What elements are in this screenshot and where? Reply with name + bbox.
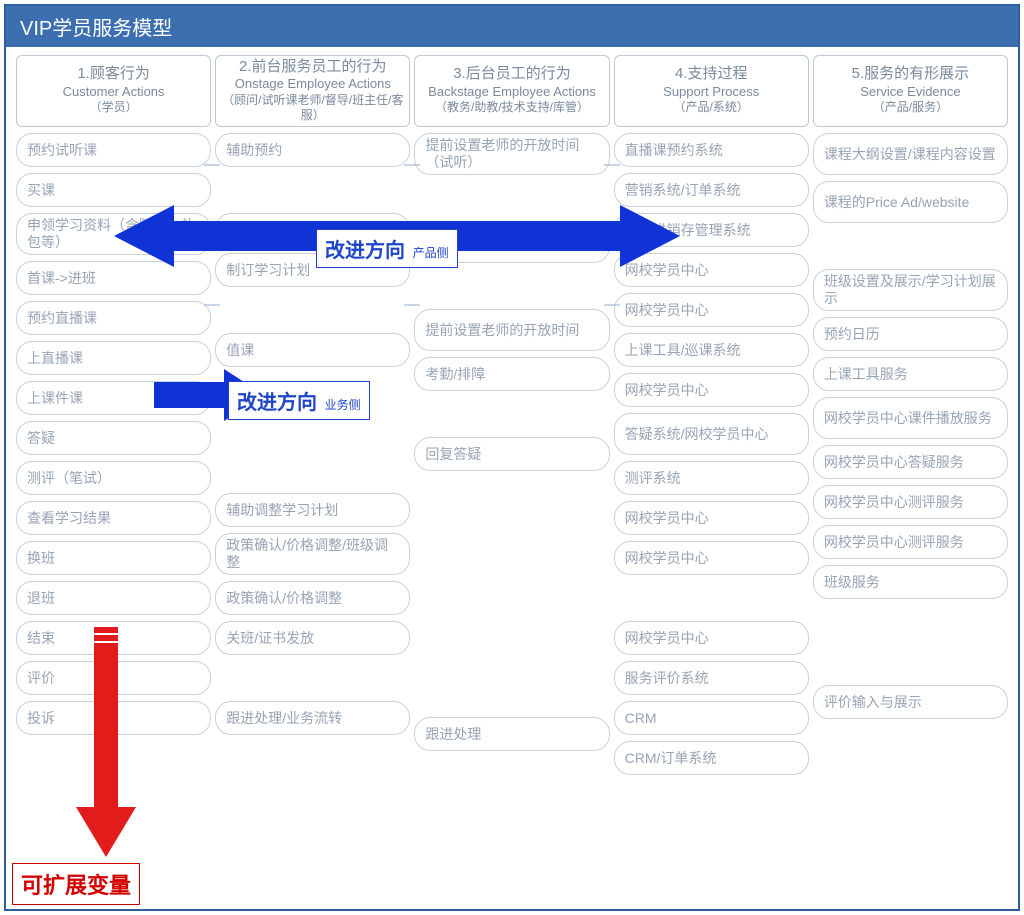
col-head-line3: （产品/系统） — [619, 100, 804, 115]
cell: 网校学员中心 — [614, 293, 809, 327]
cell: 换班 — [16, 541, 211, 575]
cell: 值课 — [215, 333, 410, 367]
col-head-line2: Support Process — [619, 84, 804, 100]
cell: 网校学员中心 — [614, 621, 809, 655]
cell: 制订学习计划 — [215, 253, 410, 287]
cell: 首课->进班 — [16, 261, 211, 295]
cell: 上直播课 — [16, 341, 211, 375]
col-head-line1: 2.前台服务员工的行为 — [220, 58, 405, 77]
cell: 答疑系统/网校学员中心 — [614, 413, 809, 455]
cell: 网校学员中心课件播放服务 — [813, 397, 1008, 439]
cell: 网校学员中心测评服务 — [813, 485, 1008, 519]
col-head-line2: Onstage Employee Actions — [220, 76, 405, 92]
cell: CRM/订单系统 — [614, 741, 809, 775]
cell: 提前设置老师的开放时间 — [414, 309, 609, 351]
cell: 投诉 — [16, 701, 211, 735]
diagram-title: VIP学员服务模型 — [6, 6, 1018, 47]
col-head-line1: 3.后台员工的行为 — [419, 65, 604, 84]
cell: 申领学习资料（含赠书、礼包等） — [16, 213, 211, 255]
column-header: 2.前台服务员工的行为Onstage Employee Actions（顾问/试… — [215, 55, 410, 127]
cell: 预约日历 — [813, 317, 1008, 351]
cell: 匹配核对收件信息 — [215, 213, 410, 247]
cell: 网校学员中心测评服务 — [813, 525, 1008, 559]
column-header: 4.支持过程Support Process（产品/系统） — [614, 55, 809, 127]
cell: 退班 — [16, 581, 211, 615]
cell: 跟进处理 — [414, 717, 609, 751]
cell: 上课工具/巡课系统 — [614, 333, 809, 367]
cell: 网校学员中心 — [614, 541, 809, 575]
cell: 服务评价系统 — [614, 661, 809, 695]
cell: 查看学习结果 — [16, 501, 211, 535]
column-header: 5.服务的有形展示Service Evidence（产品/服务） — [813, 55, 1008, 127]
cell: 直播课预约系统 — [614, 133, 809, 167]
cell: 发放学习资料（含赠书、礼包等） — [414, 221, 609, 263]
cell: 辅助调整学习计划 — [215, 493, 410, 527]
cell: 课程大纲设置/课程内容设置 — [813, 133, 1008, 175]
cell: 预约直播课 — [16, 301, 211, 335]
col-head-line2: Customer Actions — [21, 84, 206, 100]
cell: 网校学员中心 — [614, 373, 809, 407]
diagram-frame: VIP学员服务模型 1.顾客行为Customer Actions（学员） 预约试听… — [4, 4, 1020, 911]
cell: 班级服务 — [813, 565, 1008, 599]
cell: 跟进处理/业务流转 — [215, 701, 410, 735]
col-head-line2: Service Evidence — [818, 84, 1003, 100]
cell: 网校学员中心答疑服务 — [813, 445, 1008, 479]
cell: 政策确认/价格调整 — [215, 581, 410, 615]
column-1: 1.顾客行为Customer Actions（学员） 预约试听课买课申领学习资料（… — [16, 55, 211, 902]
col-head-line3: （学员） — [21, 100, 206, 115]
column-5: 5.服务的有形展示Service Evidence（产品/服务） 课程大纲设置/课… — [813, 55, 1008, 902]
cell: 回复答疑 — [414, 437, 609, 471]
cell: 结束 — [16, 621, 211, 655]
cell: 测评（笔试） — [16, 461, 211, 495]
cell: 网校学员中心 — [614, 253, 809, 287]
col-head-line1: 1.顾客行为 — [21, 65, 206, 84]
cell: 答疑 — [16, 421, 211, 455]
column-2: 2.前台服务员工的行为Onstage Employee Actions（顾问/试… — [215, 55, 410, 902]
grid: 1.顾客行为Customer Actions（学员） 预约试听课买课申领学习资料（… — [6, 47, 1018, 910]
cell: 考勤/排障 — [414, 357, 609, 391]
column-header: 3.后台员工的行为Backstage Employee Actions（教务/助… — [414, 55, 609, 127]
col-head-line2: Backstage Employee Actions — [419, 84, 604, 100]
col-head-line1: 4.支持过程 — [619, 65, 804, 84]
cell: 上课工具服务 — [813, 357, 1008, 391]
cell: 营销系统/订单系统 — [614, 173, 809, 207]
cell: 测评系统 — [614, 461, 809, 495]
column-header: 1.顾客行为Customer Actions（学员） — [16, 55, 211, 127]
cell: 评价输入与展示 — [813, 685, 1008, 719]
cell: 网店进销存管理系统 — [614, 213, 809, 247]
col-head-line3: （教务/助教/技术支持/库管） — [419, 100, 604, 115]
cell: 班级设置及展示/学习计划展示 — [813, 269, 1008, 311]
col-head-line3: （产品/服务） — [818, 100, 1003, 115]
cell: 评价 — [16, 661, 211, 695]
column-3: 3.后台员工的行为Backstage Employee Actions（教务/助… — [414, 55, 609, 902]
col-head-line1: 5.服务的有形展示 — [818, 65, 1003, 84]
cell: 预约试听课 — [16, 133, 211, 167]
cell: 上课件课 — [16, 381, 211, 415]
column-4: 4.支持过程Support Process（产品/系统） 直播课预约系统营销系统/… — [614, 55, 809, 902]
cell: 网校学员中心 — [614, 501, 809, 535]
col-head-line3: （顾问/试听课老师/督导/班主任/客服） — [220, 93, 405, 123]
cell: 买课 — [16, 173, 211, 207]
cell: 政策确认/价格调整/班级调整 — [215, 533, 410, 575]
cell: 课程的Price Ad/website — [813, 181, 1008, 223]
cell: 辅助预约 — [215, 133, 410, 167]
cell: 关班/证书发放 — [215, 621, 410, 655]
cell: 提前设置老师的开放时间（试听） — [414, 133, 609, 175]
cell: CRM — [614, 701, 809, 735]
